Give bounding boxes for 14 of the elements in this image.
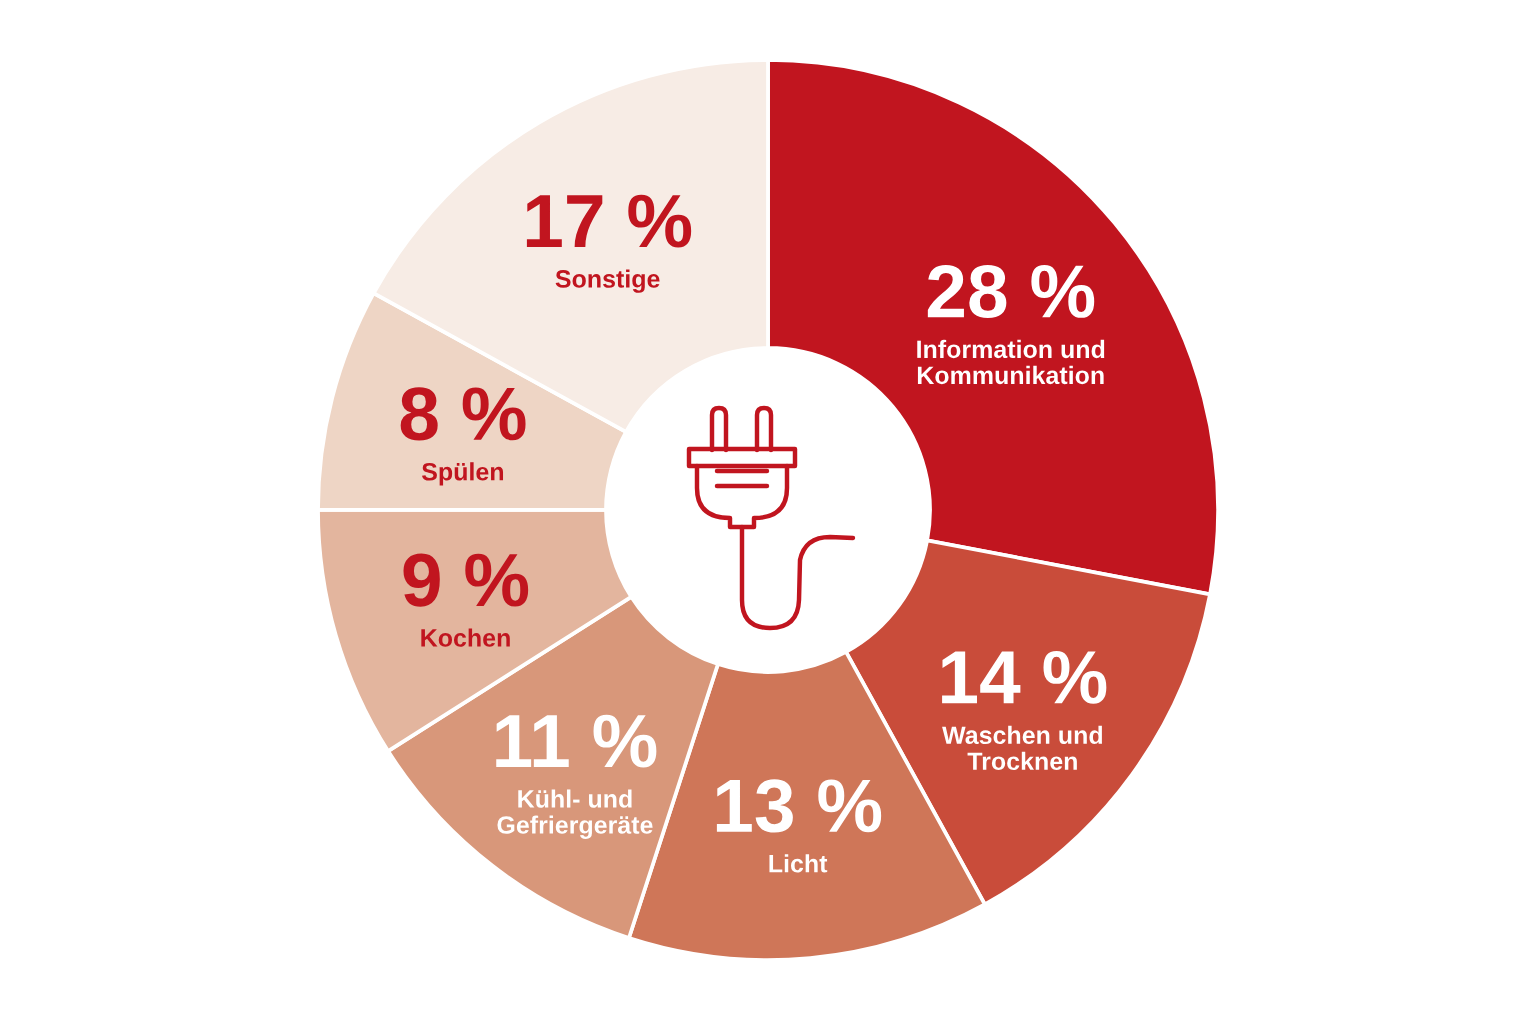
data-label: 17 % <box>526 194 692 248</box>
data-label: 11 % <box>496 714 657 768</box>
slice-label: Information und Kommunikation <box>917 339 1105 385</box>
slice-label: Spülen <box>421 462 504 486</box>
data-label: 28 % <box>927 264 1095 318</box>
slice-label: Waschen und Trocknen <box>942 725 1102 771</box>
data-label: 9 % <box>403 553 529 607</box>
data-label: 14 % <box>942 651 1107 704</box>
slice-label: Licht <box>769 854 828 873</box>
data-label: 8 % <box>400 387 526 441</box>
slice-label: Kochen <box>421 628 510 647</box>
slice-label: Sonstige <box>555 269 660 293</box>
slice-label: Kühl- und Gefriergeräte <box>497 789 653 839</box>
data-label: 13 % <box>716 779 882 833</box>
